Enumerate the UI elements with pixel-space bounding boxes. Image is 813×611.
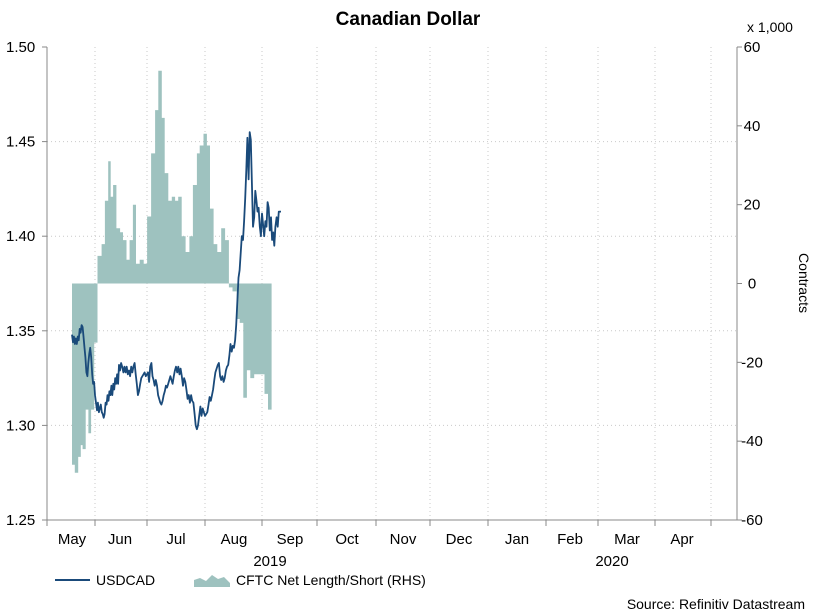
right-tick-label: -60 xyxy=(741,512,763,529)
month-tick-label: Feb xyxy=(557,531,583,548)
legend-cftc-swatch xyxy=(194,575,230,587)
left-tick-label: 1.25 xyxy=(6,512,35,529)
legend-cftc-label: CFTC Net Length/Short (RHS) xyxy=(236,572,426,588)
cftc-net-length-area xyxy=(72,70,272,473)
month-tick-label: Nov xyxy=(390,531,417,548)
right-tick-label: -40 xyxy=(741,433,763,450)
right-tick-label: 0 xyxy=(748,276,756,293)
month-tick-label: Sep xyxy=(277,531,304,548)
month-tick-label: Jul xyxy=(166,531,185,548)
source-note: Source: Refinitiv Datastream xyxy=(627,596,805,611)
year-tick-label: 2020 xyxy=(595,553,628,570)
right-axis-label: Contracts xyxy=(796,253,812,313)
left-tick-label: 1.35 xyxy=(6,323,35,340)
month-tick-label: Aug xyxy=(221,531,248,548)
usdcad-line xyxy=(71,131,281,431)
right-tick-label: 60 xyxy=(744,39,761,56)
left-tick-label: 1.45 xyxy=(6,134,35,151)
cftc-area-layer xyxy=(72,70,272,473)
legend-item-cftc: CFTC Net Length/Short (RHS) xyxy=(194,572,426,588)
usdcad-line-layer xyxy=(71,131,281,431)
month-tick-label: Mar xyxy=(614,531,640,548)
right-axis-unit: x 1,000 xyxy=(747,19,793,35)
legend-usdcad-label: USDCAD xyxy=(96,572,155,588)
legend-item-usdcad: USDCAD xyxy=(55,572,155,588)
month-tick-label: Apr xyxy=(670,531,693,548)
right-tick-label: 40 xyxy=(744,118,761,135)
axes: 1.50 1.45 1.40 1.35 1.30 1.25 60 40 20 0 -20 -40 -60… xyxy=(6,39,763,570)
month-tick-label: Jan xyxy=(505,531,529,548)
chart-title: Canadian Dollar xyxy=(336,9,481,30)
left-tick-label: 1.30 xyxy=(6,417,35,434)
legend: USDCAD CFTC Net Length/Short (RHS) xyxy=(55,572,426,588)
year-tick-label: 2019 xyxy=(253,553,286,570)
right-tick-label: 20 xyxy=(744,197,761,214)
month-tick-label: Oct xyxy=(335,531,359,548)
month-tick-label: Jun xyxy=(108,531,132,548)
month-tick-label: May xyxy=(58,531,87,548)
month-tick-label: Dec xyxy=(446,531,473,548)
left-tick-label: 1.50 xyxy=(6,39,35,56)
left-tick-label: 1.40 xyxy=(6,228,35,245)
right-tick-label: -20 xyxy=(741,354,763,371)
